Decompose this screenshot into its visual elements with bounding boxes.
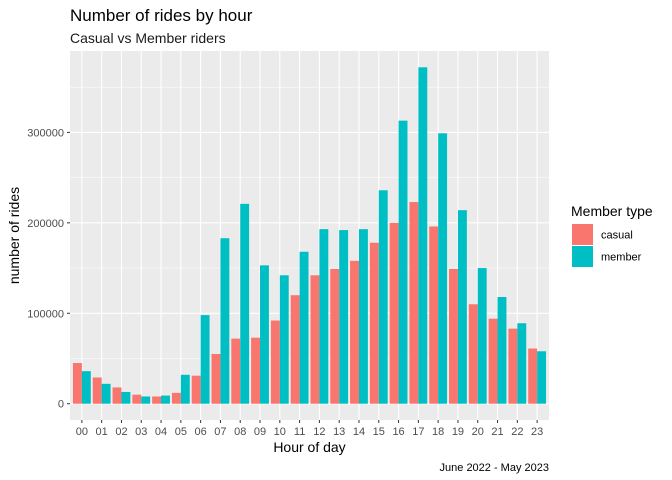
y-tick-label: 200000 [27, 218, 64, 230]
bar-casual-03 [132, 394, 142, 404]
chart-title: Number of rides by hour [70, 6, 253, 25]
bar-member-17 [418, 67, 428, 404]
bars [72, 67, 547, 404]
x-tick-label: 08 [234, 426, 246, 438]
chart-subtitle: Casual vs Member riders [70, 30, 226, 46]
bar-casual-17 [409, 202, 419, 404]
bar-member-09 [260, 265, 269, 404]
x-tick-label: 02 [115, 426, 127, 438]
x-axis-title: Hour of day [273, 439, 345, 455]
bar-member-20 [477, 268, 487, 404]
bar-casual-13 [330, 268, 340, 404]
legend-swatch-casual [572, 224, 593, 245]
bar-casual-19 [449, 268, 458, 404]
bar-member-12 [319, 229, 329, 404]
bar-member-07 [220, 238, 230, 404]
y-axis-title: number of rides [6, 187, 22, 284]
bar-member-10 [279, 275, 289, 404]
x-tick-label: 09 [254, 426, 266, 438]
bar-member-16 [398, 120, 408, 404]
bar-member-23 [537, 351, 547, 404]
bar-member-01 [101, 383, 111, 404]
x-axis: 00 01 02 03 04 05 06 07 08 09 10 11 12 13 14 15 16 17 18 19… [76, 420, 543, 438]
x-tick-label: 19 [452, 426, 464, 438]
x-tick-label: 15 [373, 426, 385, 438]
y-axis: 0 100000 200000 300000 [27, 127, 70, 411]
bar-member-02 [121, 391, 131, 404]
bar-casual-00 [72, 363, 82, 404]
x-tick-label: 05 [175, 426, 187, 438]
bar-casual-16 [389, 222, 399, 404]
bar-casual-08 [231, 338, 241, 404]
bar-member-19 [457, 210, 467, 404]
bar-member-03 [141, 396, 151, 404]
bar-member-04 [161, 395, 170, 404]
bar-casual-05 [171, 392, 181, 404]
bar-member-06 [200, 315, 210, 404]
x-tick-label: 13 [333, 426, 345, 438]
y-tick-label: 300000 [27, 127, 64, 139]
x-tick-label: 14 [353, 426, 365, 438]
bar-member-18 [438, 133, 448, 404]
bar-casual-14 [350, 260, 359, 404]
bar-member-13 [339, 230, 349, 404]
bar-casual-04 [152, 396, 162, 404]
x-tick-label: 17 [412, 426, 424, 438]
x-tick-label: 16 [392, 426, 404, 438]
bar-casual-22 [508, 328, 518, 404]
bar-casual-01 [92, 377, 102, 404]
legend: Member type casual member [571, 203, 653, 267]
x-tick-label: 06 [195, 426, 207, 438]
x-tick-label: 23 [531, 426, 543, 438]
x-tick-label: 10 [274, 426, 286, 438]
bar-casual-09 [251, 337, 261, 404]
x-tick-label: 21 [491, 426, 503, 438]
bar-casual-15 [369, 242, 379, 404]
x-tick-label: 07 [214, 426, 226, 438]
bar-casual-11 [290, 295, 300, 404]
bar-member-08 [240, 203, 250, 404]
bar-casual-07 [211, 353, 221, 404]
y-tick-label: 0 [58, 399, 64, 411]
x-tick-label: 01 [96, 426, 108, 438]
bar-casual-18 [429, 226, 439, 404]
y-tick-label: 100000 [27, 308, 64, 320]
x-tick-label: 11 [294, 426, 305, 438]
legend-label-member: member [601, 252, 642, 264]
x-tick-label: 22 [511, 426, 523, 438]
legend-swatch-member [572, 246, 593, 267]
x-tick-label: 12 [313, 426, 325, 438]
x-tick-label: 03 [135, 426, 147, 438]
bar-casual-21 [488, 318, 498, 404]
legend-label-casual: casual [601, 230, 633, 242]
bar-casual-02 [112, 387, 122, 404]
bar-member-11 [299, 251, 309, 404]
chart-caption: June 2022 - May 2023 [440, 462, 549, 474]
bar-casual-20 [468, 304, 478, 404]
bar-member-05 [180, 374, 190, 404]
x-tick-label: 04 [155, 426, 167, 438]
bar-casual-10 [270, 320, 280, 404]
bar-member-14 [358, 229, 368, 404]
bar-member-00 [81, 371, 91, 404]
bar-casual-12 [310, 275, 320, 404]
x-tick-label: 00 [76, 426, 88, 438]
x-tick-label: 20 [472, 426, 484, 438]
x-tick-label: 18 [432, 426, 444, 438]
bar-casual-06 [191, 375, 201, 404]
bar-member-22 [517, 323, 527, 404]
legend-title: Member type [571, 203, 653, 219]
bar-member-21 [497, 297, 507, 404]
bar-casual-23 [528, 348, 538, 404]
bar-member-15 [378, 190, 388, 404]
